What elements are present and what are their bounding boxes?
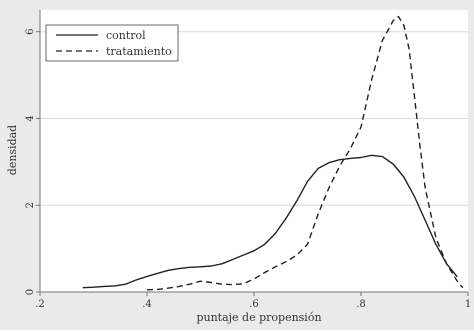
x-tick-label: .6 <box>249 299 259 310</box>
legend-label-control: control <box>106 29 146 42</box>
y-tick-label: 4 <box>25 115 36 121</box>
legend-label-tratamiento: tratamiento <box>106 45 172 58</box>
y-tick-label: 2 <box>25 202 36 208</box>
legend: control tratamiento <box>45 24 179 62</box>
ticks: 0 2 4 6 .2 .4 .6 .8 1 <box>25 29 471 310</box>
series-line-control <box>82 154 458 289</box>
y-axis-label: densidad <box>6 125 19 175</box>
x-tick-label: .2 <box>35 299 45 310</box>
y-tick-label: 0 <box>25 289 36 295</box>
x-tick-label: 1 <box>465 299 471 310</box>
y-tick-label: 6 <box>25 29 36 35</box>
x-tick-label: .4 <box>142 299 152 310</box>
x-axis-label: puntaje de propensión <box>196 311 321 324</box>
x-tick-label: .8 <box>356 299 366 310</box>
series-lines <box>82 15 464 291</box>
legend-box <box>45 24 179 62</box>
